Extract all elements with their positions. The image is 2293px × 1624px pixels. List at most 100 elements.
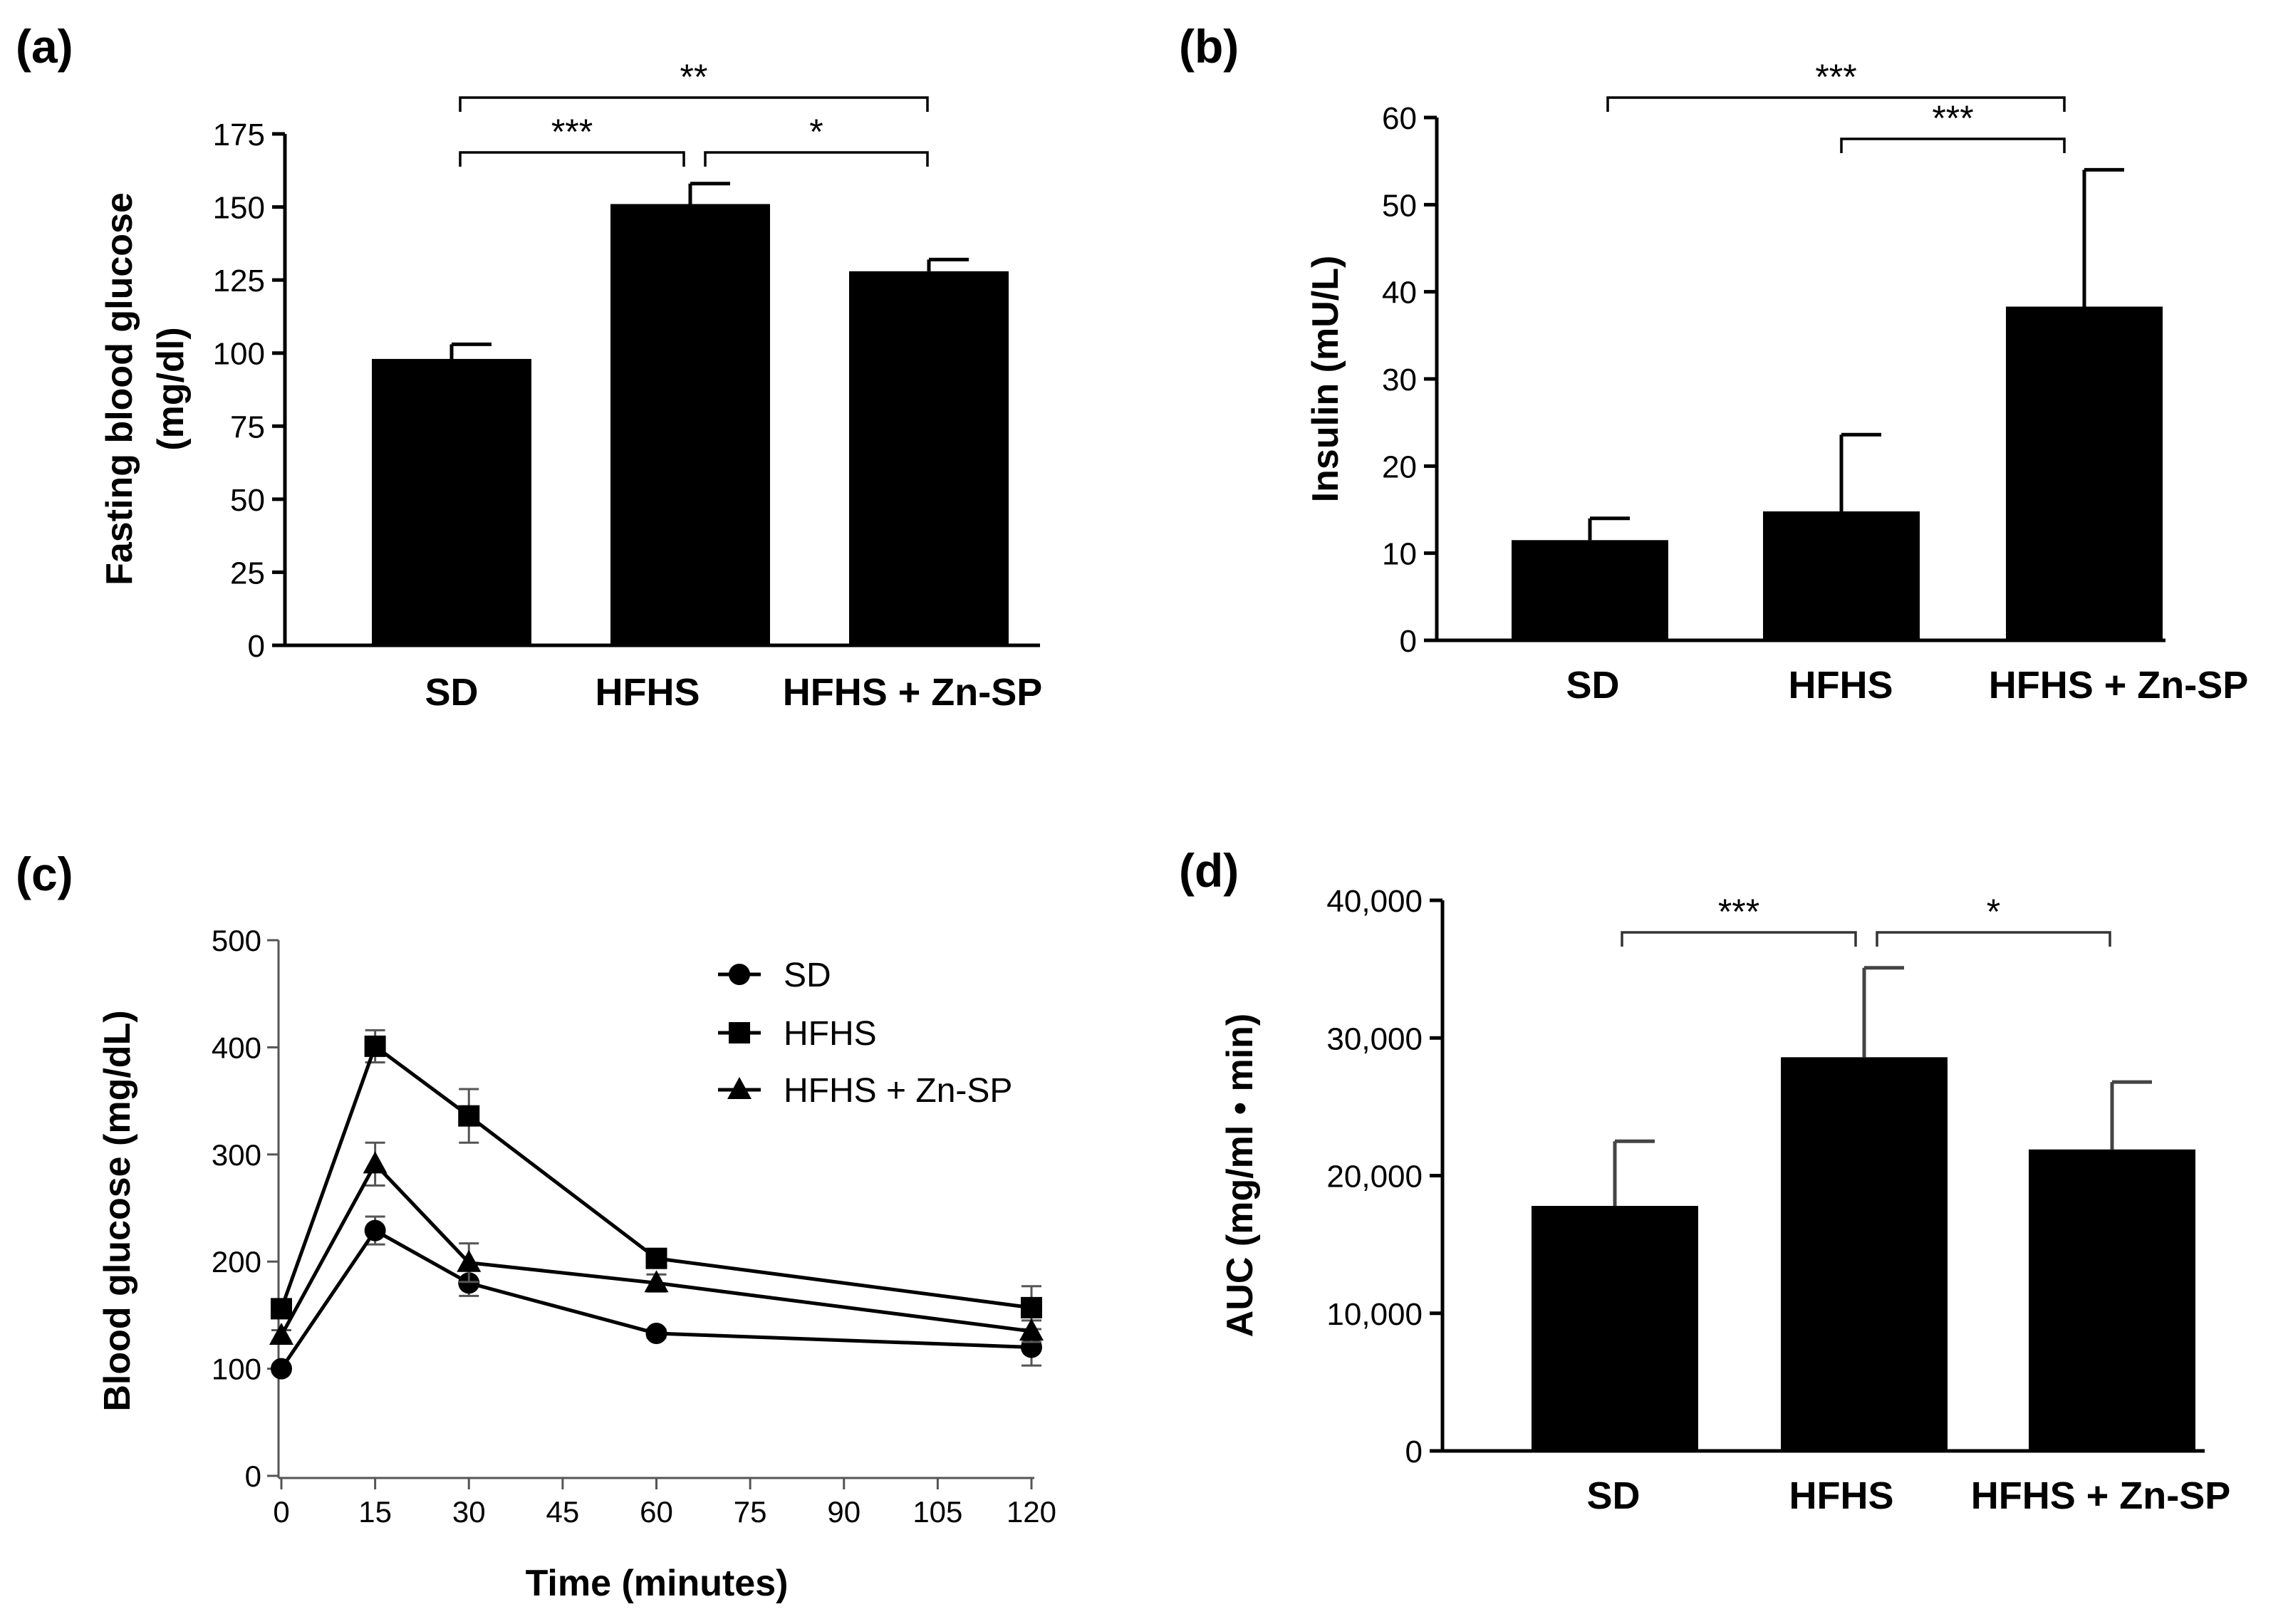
- data-point: [271, 1298, 292, 1320]
- bar-hfhs-zn-sp: [849, 271, 1009, 645]
- category-label: HFHS + Zn-SP: [1971, 1474, 2231, 1517]
- bar-sd: [1512, 540, 1668, 640]
- data-point: [644, 1270, 669, 1293]
- legend-label: SD: [784, 957, 831, 994]
- y-tick-label: 200: [212, 1245, 261, 1279]
- bar-sd: [1532, 1206, 1698, 1451]
- category-label: HFHS: [1789, 1474, 1894, 1517]
- y-tick-label: 60: [1382, 101, 1417, 136]
- series-sd: [271, 1215, 1042, 1380]
- significance-label: *: [809, 112, 823, 152]
- significance-label: ***: [1932, 98, 1973, 138]
- x-tick-label: 75: [734, 1495, 767, 1529]
- y-axis-title: Blood glucose (mg/dL): [97, 1010, 138, 1411]
- legend-item: HFHS: [718, 1015, 877, 1053]
- y-tick-label: 0: [245, 1459, 261, 1493]
- legend-item: HFHS + Zn-SP: [718, 1072, 1012, 1110]
- x-tick-label: 120: [1007, 1495, 1056, 1529]
- y-tick-label: 40: [1382, 276, 1417, 311]
- category-label: SD: [425, 671, 478, 714]
- y-tick-label: 40,000: [1326, 884, 1423, 919]
- data-point: [458, 1105, 480, 1127]
- y-tick-label: 300: [212, 1138, 261, 1172]
- y-axis-title: Insulin (mU/L): [1305, 256, 1346, 503]
- x-tick-label: 90: [827, 1495, 860, 1529]
- y-tick-label: 0: [1405, 1435, 1423, 1469]
- y-tick-label: 30: [1382, 363, 1417, 397]
- panel-a: (a) 0 25 50 75 100 125 150 175 Fasting blood gluc…: [16, 20, 1042, 714]
- x-tick-label: 45: [546, 1495, 580, 1529]
- y-tick-label: 30,000: [1326, 1021, 1423, 1056]
- series-hfhs-zn-sp: [269, 1141, 1044, 1345]
- y-tick-label: 0: [1400, 624, 1417, 659]
- data-point: [458, 1272, 480, 1294]
- y-tick-label: 500: [212, 924, 261, 957]
- data-point: [1019, 1318, 1044, 1341]
- panel-d: (d) 0 10,000 20,000 30,000 40,000 AUC (mg/ml •…: [1179, 844, 2230, 1517]
- series-hfhs: [271, 1029, 1042, 1331]
- significance-label: *: [1987, 892, 2000, 932]
- y-tick-label: 25: [230, 556, 265, 590]
- y-tick-label: 50: [1382, 188, 1417, 223]
- significance-bracket: [1606, 96, 2066, 112]
- data-point: [271, 1358, 292, 1380]
- y-axis-title: Fasting blood glucose: [99, 192, 140, 585]
- data-point: [1021, 1296, 1042, 1318]
- panel-label: (b): [1179, 20, 1239, 73]
- legend-marker: [729, 1022, 750, 1043]
- category-label: SD: [1566, 664, 1619, 707]
- significance-label: **: [680, 57, 708, 97]
- data-point: [457, 1249, 482, 1272]
- bar-hfhs-zn-sp: [2006, 306, 2163, 640]
- legend-marker: [727, 1077, 752, 1099]
- significance-bracket: [1876, 931, 2111, 947]
- y-tick-label: 150: [213, 191, 265, 226]
- y-tick-label: 10: [1382, 537, 1417, 572]
- category-label: HFHS + Zn-SP: [1989, 664, 2249, 707]
- x-tick-label: 105: [912, 1495, 962, 1529]
- data-point: [364, 1219, 386, 1242]
- y-tick-label: 20: [1382, 449, 1417, 484]
- bar-hfhs: [1763, 511, 1920, 640]
- data-point: [645, 1322, 667, 1344]
- y-tick-label: 400: [212, 1031, 261, 1064]
- y-tick-label: 50: [230, 483, 265, 518]
- legend-label: HFHS + Zn-SP: [784, 1072, 1012, 1110]
- category-label: SD: [1586, 1474, 1640, 1517]
- category-label: HFHS: [596, 671, 700, 714]
- y-tick-label: 20,000: [1326, 1160, 1423, 1194]
- data-point: [363, 1151, 388, 1174]
- data-point: [364, 1035, 386, 1057]
- y-tick-label: 100: [212, 1353, 261, 1386]
- bar-hfhs-zn-sp: [2029, 1149, 2195, 1451]
- significance-label: ***: [551, 112, 593, 152]
- y-tick-label: 0: [248, 629, 265, 664]
- y-tick-label: 10,000: [1326, 1297, 1423, 1332]
- significance-bracket: [459, 151, 685, 167]
- category-label: HFHS + Zn-SP: [783, 671, 1043, 714]
- category-label: HFHS: [1789, 664, 1893, 707]
- legend-label: HFHS: [784, 1015, 877, 1053]
- x-tick-label: 60: [640, 1495, 673, 1529]
- x-axis-title: Time (minutes): [526, 1563, 789, 1604]
- legend-item: SD: [718, 957, 831, 994]
- y-tick-label: 125: [213, 264, 265, 298]
- panel-c: (c) 0 100 200 300 400 500 0 15 30 45 60 75 90 105 120 Bl…: [16, 848, 1056, 1604]
- significance-bracket: [459, 96, 929, 112]
- significance-bracket: [1840, 137, 2066, 153]
- data-point: [645, 1247, 667, 1269]
- y-axis-title-units: (mg/dl): [150, 327, 192, 450]
- significance-bracket: [1621, 931, 1857, 947]
- y-tick-label: 175: [213, 118, 265, 152]
- y-tick-label: 75: [230, 410, 265, 444]
- legend-marker: [729, 964, 750, 985]
- significance-bracket: [704, 151, 929, 167]
- panel-b: (b) 0 10 20 30 40 50 60 Insulin (mU/L) SD HFHS HFHS…: [1179, 20, 2248, 707]
- x-tick-label: 0: [273, 1495, 289, 1529]
- y-axis-title: AUC (mg/ml • min): [1220, 1014, 1261, 1337]
- significance-label: ***: [1815, 57, 1856, 97]
- bar-hfhs: [1781, 1057, 1948, 1451]
- bar-hfhs: [610, 204, 770, 645]
- data-point: [269, 1322, 293, 1345]
